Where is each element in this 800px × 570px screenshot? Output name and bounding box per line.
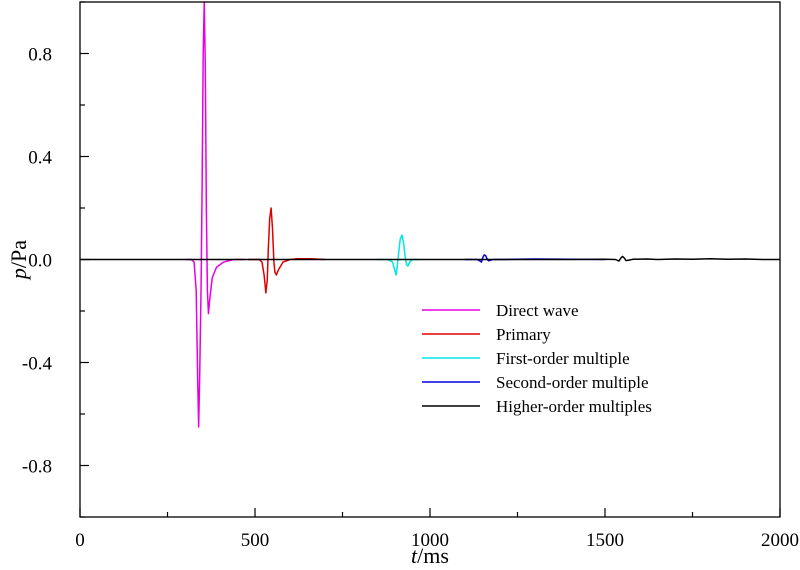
y-tick-label: -0.4 xyxy=(22,354,53,375)
x-axis-title-unit: /ms xyxy=(417,543,449,568)
series-layer xyxy=(80,1,780,428)
y-tick-label: -0.8 xyxy=(22,457,52,478)
ticks-layer: 0 500 1000 1500 2000 -0.8 -0.4 0.0 0.4 0.8 xyxy=(22,1,799,551)
legend-label-3: First-order multiple xyxy=(496,349,630,368)
series-line-1 xyxy=(185,1,245,428)
x-tick-label: 0 xyxy=(75,530,85,551)
series-line-5 xyxy=(80,255,780,262)
y-axis-title-unit: /Pa xyxy=(6,240,31,268)
x-tick-label: 1500 xyxy=(586,530,624,551)
x-axis-title: t/ms xyxy=(411,543,449,568)
series-line-4 xyxy=(465,254,606,263)
x-tick-label: 2000 xyxy=(761,530,799,551)
x-tick-label: 500 xyxy=(241,530,270,551)
y-tick-label: 0.8 xyxy=(28,45,52,66)
y-axis-title-group: p/Pa xyxy=(6,240,31,281)
y-tick-label: 0.0 xyxy=(28,251,52,272)
legend-label-4: Second-order multiple xyxy=(496,373,649,392)
x-axis-title-symbol: t xyxy=(411,543,418,568)
legend-label-2: Primary xyxy=(496,325,551,344)
legend: Direct wave Primary First-order multiple Se… xyxy=(422,301,652,416)
x-tick-label: 1000 xyxy=(411,530,449,551)
y-axis-title-symbol: p xyxy=(6,268,31,281)
y-tick-label: 0.4 xyxy=(28,148,52,169)
series-line-3 xyxy=(377,234,420,276)
legend-label-5: Higher-order multiples xyxy=(496,397,652,416)
y-axis-title: p/Pa xyxy=(6,240,31,281)
series-line-2 xyxy=(248,207,326,294)
legend-label-1: Direct wave xyxy=(496,301,579,320)
